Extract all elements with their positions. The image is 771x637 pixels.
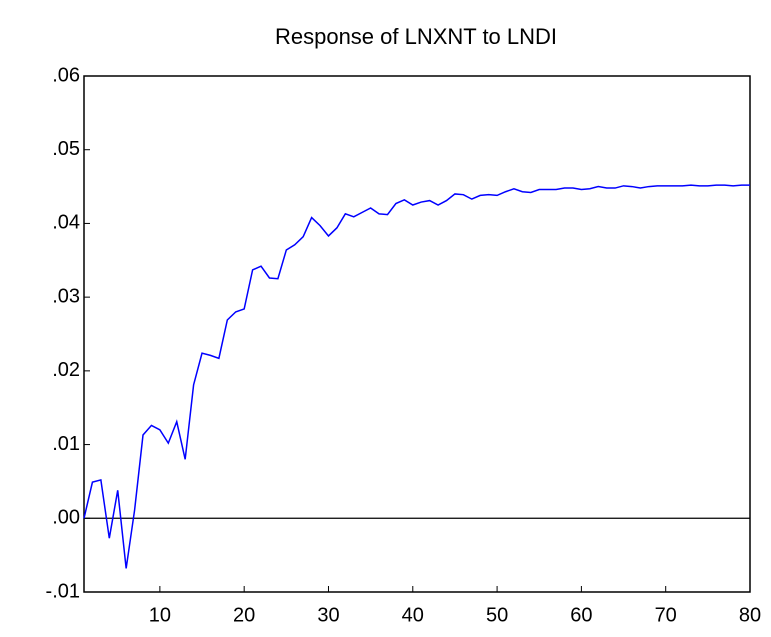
line-series <box>83 184 750 569</box>
chart-title: Response of LNXNT to LNDI <box>275 24 557 49</box>
x-tick-label: 50 <box>486 604 508 626</box>
x-tick-label: 70 <box>655 604 677 626</box>
x-tick-label: 60 <box>570 604 592 626</box>
y-tick-label: .00 <box>52 507 80 529</box>
x-tick-label: 10 <box>149 604 171 626</box>
y-tick-label: .03 <box>52 285 80 307</box>
plot-frame <box>83 75 751 593</box>
x-tick-label: 80 <box>739 604 761 626</box>
y-tick-label: .06 <box>52 64 80 86</box>
x-tick-label: 20 <box>233 604 255 626</box>
x-tick-label: 40 <box>402 604 424 626</box>
y-tick-label: .04 <box>52 212 80 234</box>
y-tick-label: -.01 <box>46 580 80 602</box>
y-tick-label: .01 <box>52 433 80 455</box>
x-tick-label: 30 <box>317 604 339 626</box>
y-tick-label: .05 <box>52 138 80 160</box>
y-tick-label: .02 <box>52 359 80 381</box>
